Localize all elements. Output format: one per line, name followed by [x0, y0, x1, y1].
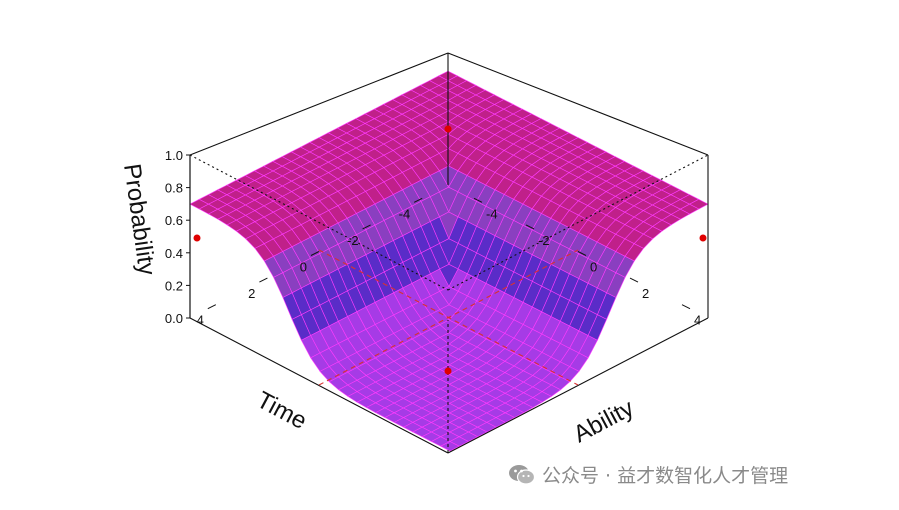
- ref-line-ability-zero: [318, 249, 579, 386]
- time-tick-mark: [259, 277, 268, 283]
- ability-axis: -4 -2 0 2 4: [473, 197, 701, 328]
- marker-front: [444, 367, 452, 375]
- z-tick-label: 0.6: [165, 213, 183, 228]
- ability-tick-label: 4: [694, 313, 701, 328]
- z-tick-label: 0.8: [165, 181, 183, 196]
- time-tick-label: -2: [347, 233, 359, 248]
- ability-tick-label: -4: [486, 206, 498, 221]
- center-markers: [193, 125, 707, 375]
- time-tick-label: 0: [300, 260, 307, 275]
- box-top-front-left: [189, 154, 449, 291]
- marker-back-top: [444, 125, 452, 133]
- z-tick-label: 1.0: [165, 148, 183, 163]
- time-axis-title: Time: [252, 386, 311, 434]
- box-top-front-right: [447, 154, 709, 291]
- z-tick-label: 0.2: [165, 278, 183, 293]
- z-tick-label: 0.0: [165, 311, 183, 326]
- box-top-right-back: [447, 52, 709, 156]
- ability-tick-mark: [629, 277, 639, 283]
- time-tick-mark: [413, 197, 423, 203]
- floor-reference-lines: [318, 249, 579, 386]
- watermark: 公众号 · 益才数智化人才管理: [508, 461, 788, 488]
- ability-tick-mark: [681, 304, 691, 310]
- ability-axis-title: Ability: [569, 394, 638, 448]
- marker-right: [699, 234, 707, 242]
- z-axis-title: Probability: [118, 162, 160, 277]
- box-top-left-back: [189, 52, 449, 156]
- ability-tick-label: 2: [642, 286, 649, 301]
- z-tick-label: 0.4: [165, 246, 183, 261]
- box-floor-front-left: [189, 317, 449, 454]
- wechat-icon: [509, 464, 536, 485]
- marker-left: [193, 234, 201, 242]
- ability-tick-label: 0: [590, 260, 597, 275]
- box-floor-front-right: [447, 317, 709, 454]
- ability-tick-mark: [525, 224, 535, 230]
- time-axis: -4 -2 0 2 4: [197, 197, 423, 328]
- watermark-text: 公众号 · 益才数智化人才管理: [542, 465, 789, 487]
- time-tick-mark: [207, 304, 217, 310]
- plot-box-dotted: [189, 154, 709, 291]
- surface-cell: [440, 441, 460, 452]
- ability-tick-mark: [577, 251, 587, 256]
- ability-tick-label: -2: [538, 233, 550, 248]
- z-axis: 0.0 0.2 0.4 0.6 0.8 1.0: [165, 148, 191, 326]
- time-tick-label: 4: [197, 313, 204, 328]
- surface-mesh: [189, 70, 709, 452]
- time-tick-label: 2: [248, 286, 255, 301]
- time-tick-mark: [310, 251, 320, 256]
- time-tick-mark: [362, 224, 371, 230]
- time-tick-label: -4: [399, 206, 411, 221]
- ability-tick-mark: [473, 197, 483, 203]
